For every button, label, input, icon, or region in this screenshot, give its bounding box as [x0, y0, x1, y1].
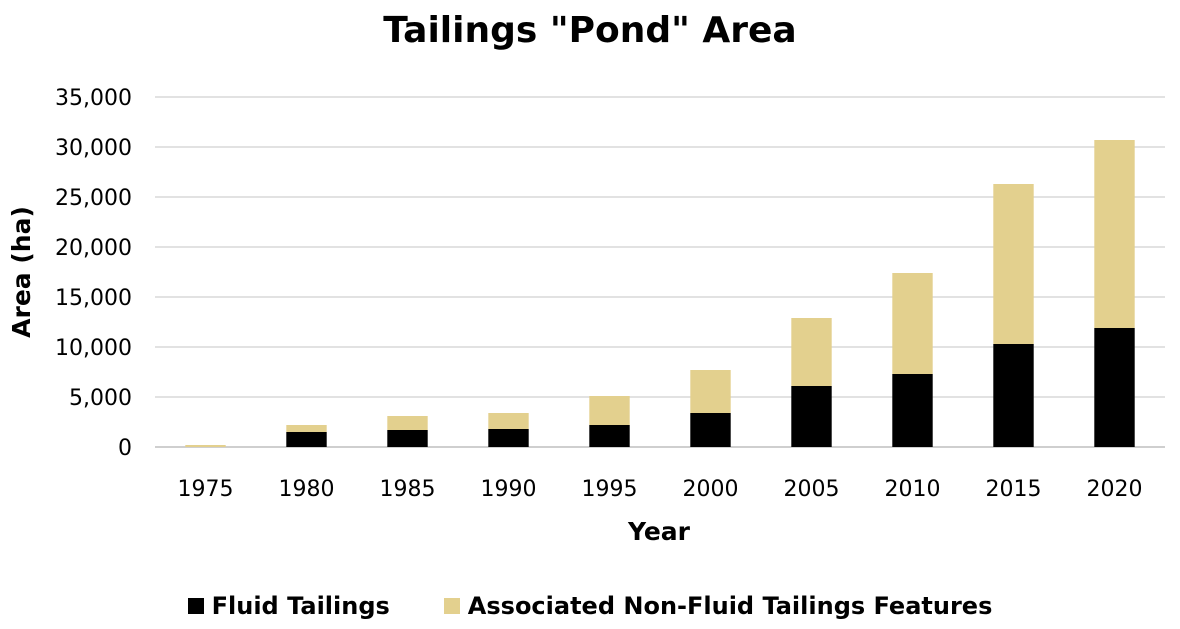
legend-label-fluid: Fluid Tailings	[211, 592, 390, 620]
bars	[185, 140, 1135, 447]
y-tick-labels: 0 5,000 10,000 15,000 20,000 25,000 30,000 35,0…	[55, 86, 132, 461]
bar-fluid-1990	[488, 429, 529, 447]
bar-fluid-1985	[387, 430, 428, 447]
bar-non-fluid-2015	[993, 184, 1034, 344]
x-tick-label: 1985	[380, 477, 436, 502]
bar-fluid-1995	[589, 425, 630, 447]
x-tick-label: 1975	[178, 477, 234, 502]
legend-item-non-fluid: Associated Non-Fluid Tailings Features	[443, 592, 993, 620]
bar-fluid-2000	[690, 413, 731, 447]
y-tick-label: 10,000	[55, 336, 132, 361]
bar-non-fluid-1975	[185, 445, 226, 447]
x-axis-label: Year	[627, 517, 691, 546]
bar-non-fluid-2010	[892, 273, 933, 374]
x-tick-label: 2005	[784, 477, 840, 502]
legend-item-fluid: Fluid Tailings	[187, 592, 390, 620]
legend-swatch-fluid	[187, 598, 204, 614]
bar-non-fluid-1990	[488, 413, 529, 429]
x-tick-label: 2000	[683, 477, 739, 502]
chart-plot: 0 5,000 10,000 15,000 20,000 25,000 30,000 35,0…	[7, 86, 1165, 546]
y-tick-label: 35,000	[55, 86, 132, 111]
y-tick-label: 5,000	[69, 386, 132, 411]
x-tick-labels: 1975 1980 1985 1990 1995 2000 2005 2010 2015 2020	[178, 477, 1143, 502]
x-tick-label: 2020	[1087, 477, 1143, 502]
bar-fluid-2005	[791, 386, 832, 447]
bar-non-fluid-2005	[791, 318, 832, 386]
x-tick-label: 1990	[481, 477, 537, 502]
legend-label-non-fluid: Associated Non-Fluid Tailings Features	[467, 592, 993, 620]
y-tick-label: 20,000	[55, 236, 132, 261]
bar-non-fluid-2000	[690, 370, 731, 413]
y-axis-label: Area (ha)	[7, 206, 36, 338]
legend-swatch-non-fluid	[443, 598, 460, 614]
y-tick-label: 0	[118, 436, 132, 461]
y-tick-label: 30,000	[55, 136, 132, 161]
bar-non-fluid-1980	[286, 425, 327, 432]
chart-title: Tailings "Pond" Area	[383, 10, 797, 51]
bar-fluid-2015	[993, 344, 1034, 447]
bar-fluid-2020	[1094, 328, 1135, 447]
bar-non-fluid-2020	[1094, 140, 1135, 328]
legend: Fluid Tailings Associated Non-Fluid Tail…	[0, 592, 1180, 620]
x-tick-label: 2015	[986, 477, 1042, 502]
bar-fluid-2010	[892, 374, 933, 447]
bar-non-fluid-1985	[387, 416, 428, 430]
y-tick-label: 25,000	[55, 186, 132, 211]
bar-non-fluid-1995	[589, 396, 630, 425]
bar-fluid-1980	[286, 432, 327, 447]
y-tick-label: 15,000	[55, 286, 132, 311]
x-tick-label: 1980	[279, 477, 335, 502]
x-tick-label: 1995	[582, 477, 638, 502]
x-tick-label: 2010	[885, 477, 941, 502]
